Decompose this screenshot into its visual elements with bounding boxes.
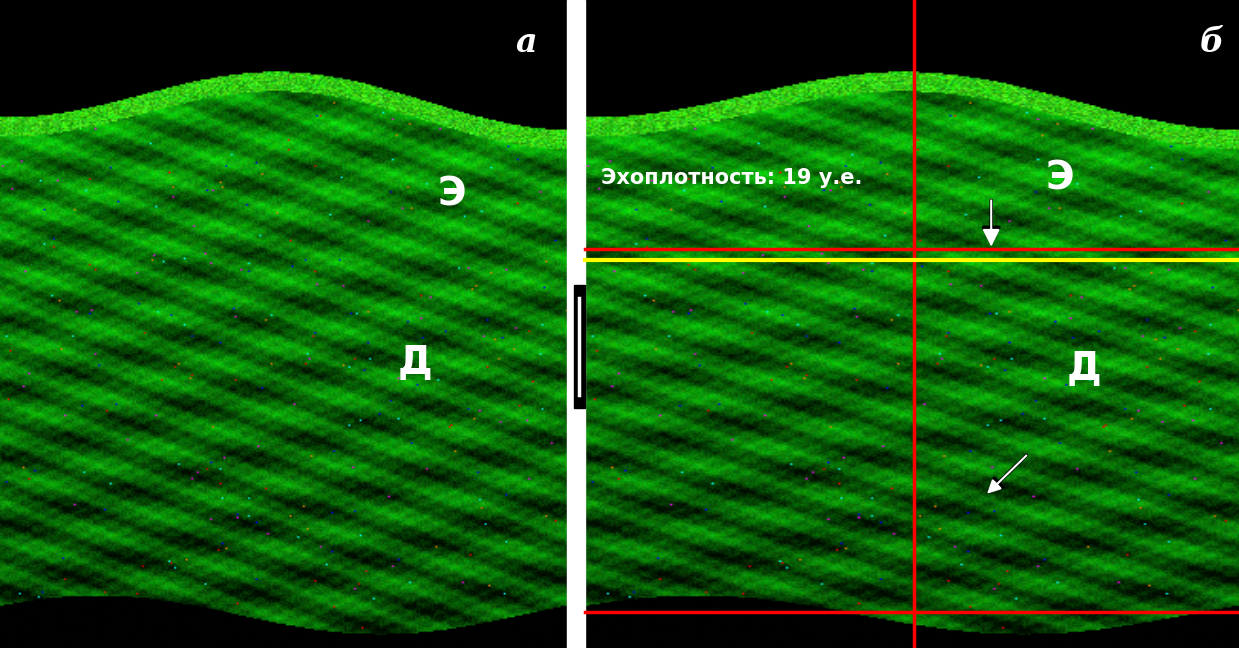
Bar [567, 0, 585, 648]
Text: Д: Д [398, 344, 432, 382]
Text: Эхоплотность: 19 у.е.: Эхоплотность: 19 у.е. [601, 168, 862, 188]
Bar [574, 285, 585, 408]
Text: б: б [1199, 26, 1224, 58]
Bar [0, 0, 567, 648]
Text: Д: Д [1067, 351, 1101, 388]
Text: Э: Э [1044, 159, 1074, 197]
Text: а: а [515, 26, 538, 58]
Text: Э: Э [437, 176, 467, 213]
Bar [585, 0, 1239, 648]
